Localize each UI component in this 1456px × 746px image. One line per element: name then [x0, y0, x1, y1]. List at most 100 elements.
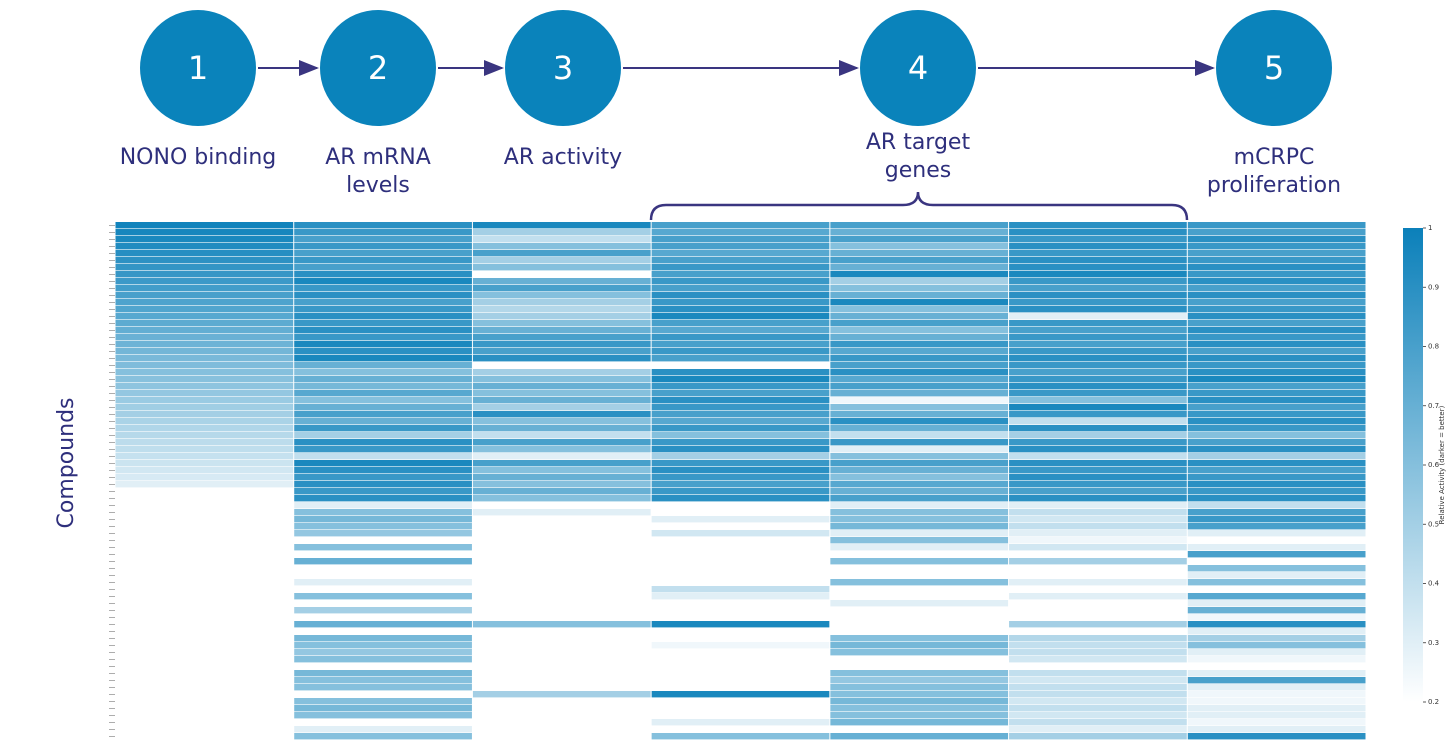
heatmap-cell: [472, 299, 651, 306]
heatmap-cell: [830, 551, 1009, 558]
heatmap-cell: [830, 439, 1009, 446]
heatmap-cell: [830, 327, 1009, 334]
heatmap-cell: [472, 271, 651, 278]
heatmap-cell: [651, 236, 830, 243]
heatmap-cell: [830, 320, 1009, 327]
heatmap-cell: [294, 537, 472, 544]
heatmap-cell: [1009, 348, 1187, 355]
heatmap-cell: [651, 733, 830, 740]
heatmap-cell: [651, 404, 830, 411]
heatmap-cell: [472, 614, 651, 621]
heatmap-cell: [294, 565, 472, 572]
step-label: mCRPC: [1234, 145, 1315, 170]
heatmap-cell: [1009, 278, 1187, 285]
heatmap-cell: [830, 635, 1009, 642]
heatmap-cell: [830, 390, 1009, 397]
heatmap-cell: [294, 243, 472, 250]
colorbar-tick-label: 0.8: [1428, 343, 1439, 351]
heatmap-cell: [115, 348, 294, 355]
colorbar-tick-label: 0.7: [1428, 402, 1439, 410]
heatmap-cell: [472, 607, 651, 614]
heatmap-cell: [830, 236, 1009, 243]
heatmap-cell: [1187, 348, 1366, 355]
step-number: 4: [908, 49, 928, 87]
heatmap-cell: [1187, 488, 1366, 495]
heatmap-cell: [651, 334, 830, 341]
heatmap-cell: [651, 642, 830, 649]
heatmap-cell: [830, 243, 1009, 250]
heatmap-cell: [472, 719, 651, 726]
heatmap-cell: [651, 264, 830, 271]
heatmap-cell: [294, 264, 472, 271]
heatmap-cell: [1187, 418, 1366, 425]
heatmap-cell: [830, 733, 1009, 740]
heatmap-cell: [115, 572, 294, 579]
heatmap-cell: [830, 341, 1009, 348]
heatmap-cell: [1009, 726, 1187, 733]
heatmap-cell: [1009, 397, 1187, 404]
heatmap-cell: [115, 691, 294, 698]
heatmap-cell: [1009, 383, 1187, 390]
heatmap-cell: [1187, 278, 1366, 285]
heatmap-cell: [115, 516, 294, 523]
heatmap-cell: [472, 642, 651, 649]
heatmap-cell: [1187, 593, 1366, 600]
heatmap-cell: [1009, 334, 1187, 341]
heatmap-cell: [294, 726, 472, 733]
heatmap-cell: [472, 446, 651, 453]
heatmap-cell: [1009, 404, 1187, 411]
heatmap-cell: [1187, 383, 1366, 390]
heatmap-cell: [1187, 439, 1366, 446]
heatmap-cell: [1009, 530, 1187, 537]
heatmap-cell: [472, 474, 651, 481]
heatmap-cell: [1187, 600, 1366, 607]
heatmap-cell: [830, 432, 1009, 439]
heatmap-cell: [830, 565, 1009, 572]
heatmap-cell: [115, 425, 294, 432]
heatmap-cell: [115, 467, 294, 474]
heatmap-cell: [472, 502, 651, 509]
heatmap-cell: [472, 292, 651, 299]
heatmap-cell: [651, 488, 830, 495]
heatmap-cell: [294, 348, 472, 355]
heatmap-cell: [115, 551, 294, 558]
heatmap-cell: [830, 474, 1009, 481]
heatmap-cell: [1187, 264, 1366, 271]
heatmap-cell: [830, 656, 1009, 663]
heatmap-cell: [651, 362, 830, 369]
heatmap-cell: [1187, 523, 1366, 530]
heatmap-cell: [830, 306, 1009, 313]
heatmap-cell: [830, 726, 1009, 733]
heatmap-cell: [651, 460, 830, 467]
heatmap-cell: [1187, 453, 1366, 460]
heatmap-cell: [115, 495, 294, 502]
heatmap-cell: [115, 488, 294, 495]
heatmap-cell: [830, 369, 1009, 376]
heatmap-cell: [1187, 299, 1366, 306]
heatmap-cell: [472, 488, 651, 495]
heatmap-cell: [115, 607, 294, 614]
heatmap-cell: [651, 495, 830, 502]
heatmap-cell: [651, 684, 830, 691]
heatmap-cell: [830, 677, 1009, 684]
heatmap-cell: [294, 488, 472, 495]
heatmap-cell: [1009, 502, 1187, 509]
heatmap-cell: [1187, 446, 1366, 453]
heatmap-cell: [115, 460, 294, 467]
heatmap-cell: [1009, 642, 1187, 649]
colorbar-tick-label: 1: [1428, 224, 1432, 232]
heatmap-cell: [115, 306, 294, 313]
heatmap-cell: [472, 684, 651, 691]
heatmap-cell: [651, 523, 830, 530]
heatmap-cell: [472, 698, 651, 705]
heatmap-cell: [1187, 229, 1366, 236]
heatmap-cell: [1187, 670, 1366, 677]
heatmap-cell: [1009, 656, 1187, 663]
heatmap-cell: [1187, 369, 1366, 376]
colorbar-tick-label: 0.5: [1428, 520, 1439, 528]
heatmap-cell: [1009, 481, 1187, 488]
heatmap-cell: [830, 670, 1009, 677]
heatmap-cell: [1187, 614, 1366, 621]
heatmap-cell: [115, 271, 294, 278]
heatmap-cell: [1009, 607, 1187, 614]
